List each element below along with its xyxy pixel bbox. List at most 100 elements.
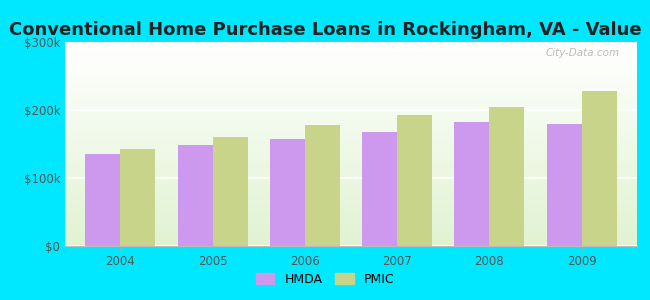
Bar: [65, 244, 637, 245]
Bar: [65, 123, 637, 124]
Bar: [65, 95, 637, 96]
Bar: [65, 127, 637, 128]
Bar: [65, 60, 637, 62]
Bar: [65, 231, 637, 232]
Bar: [65, 216, 637, 217]
Bar: [65, 169, 637, 170]
Bar: [65, 109, 637, 110]
Bar: [65, 149, 637, 150]
Bar: [65, 87, 637, 88]
Bar: [65, 203, 637, 204]
Bar: [65, 119, 637, 121]
Bar: [65, 128, 637, 129]
Bar: [213, 137, 248, 246]
Bar: [65, 129, 637, 130]
Bar: [65, 78, 637, 79]
Bar: [65, 150, 637, 151]
Text: Conventional Home Purchase Loans in Rockingham, VA - Value: Conventional Home Purchase Loans in Rock…: [8, 21, 642, 39]
Bar: [65, 145, 637, 146]
Bar: [65, 93, 637, 94]
Bar: [65, 186, 637, 187]
Bar: [65, 160, 637, 161]
Bar: [65, 225, 637, 226]
Bar: [489, 106, 525, 246]
Bar: [65, 65, 637, 67]
Bar: [65, 238, 637, 239]
Bar: [65, 130, 637, 131]
Bar: [65, 47, 637, 48]
Bar: [547, 124, 582, 246]
Bar: [582, 91, 617, 246]
Bar: [65, 143, 637, 144]
Bar: [65, 214, 637, 215]
Bar: [65, 100, 637, 101]
Bar: [65, 82, 637, 83]
Bar: [65, 144, 637, 145]
Bar: [65, 84, 637, 85]
Bar: [65, 234, 637, 235]
Bar: [65, 172, 637, 174]
Bar: [65, 107, 637, 108]
Bar: [65, 232, 637, 233]
Bar: [65, 53, 637, 54]
Bar: [65, 141, 637, 142]
Bar: [65, 156, 637, 157]
Bar: [65, 174, 637, 175]
Bar: [65, 147, 637, 148]
Bar: [65, 113, 637, 114]
Bar: [65, 154, 637, 155]
Bar: [65, 202, 637, 203]
Bar: [65, 162, 637, 164]
Bar: [454, 122, 489, 246]
Bar: [65, 190, 637, 191]
Bar: [65, 177, 637, 178]
Bar: [65, 86, 637, 87]
Bar: [65, 207, 637, 208]
Bar: [65, 204, 637, 205]
Bar: [65, 221, 637, 223]
Bar: [65, 52, 637, 53]
Bar: [65, 54, 637, 55]
Bar: [305, 125, 340, 246]
Bar: [65, 197, 637, 198]
Bar: [65, 72, 637, 73]
Bar: [65, 76, 637, 77]
Bar: [65, 57, 637, 58]
Bar: [65, 134, 637, 135]
Bar: [65, 200, 637, 201]
Bar: [65, 102, 637, 103]
Bar: [65, 138, 637, 139]
Bar: [65, 176, 637, 177]
Bar: [270, 139, 305, 246]
Bar: [65, 99, 637, 100]
Bar: [65, 118, 637, 119]
Bar: [65, 205, 637, 206]
Bar: [65, 158, 637, 159]
Bar: [65, 112, 637, 113]
Bar: [65, 114, 637, 116]
Bar: [65, 175, 637, 176]
Bar: [65, 235, 637, 236]
Bar: [65, 104, 637, 105]
Bar: [65, 48, 637, 49]
Bar: [65, 122, 637, 123]
Bar: [65, 116, 637, 118]
Bar: [65, 188, 637, 189]
Bar: [65, 165, 637, 166]
Bar: [65, 111, 637, 112]
Bar: [65, 67, 637, 68]
Bar: [65, 146, 637, 147]
Bar: [65, 77, 637, 78]
Bar: [65, 63, 637, 64]
Bar: [65, 245, 637, 246]
Bar: [65, 139, 637, 140]
Bar: [65, 80, 637, 81]
Bar: [65, 159, 637, 160]
Bar: [65, 88, 637, 89]
Bar: [65, 49, 637, 50]
Bar: [65, 68, 637, 70]
Bar: [65, 181, 637, 182]
Bar: [65, 212, 637, 213]
Bar: [65, 191, 637, 192]
Bar: [65, 241, 637, 242]
